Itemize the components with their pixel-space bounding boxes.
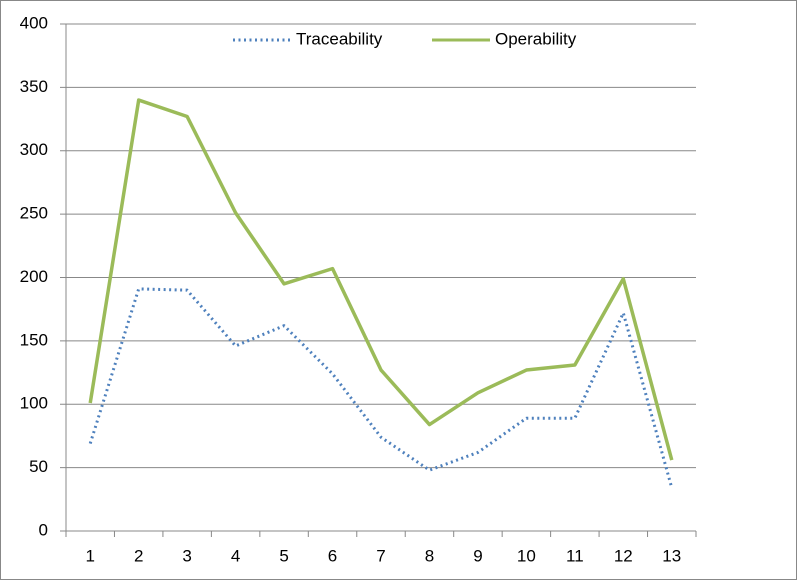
y-tick-label: 50 — [29, 457, 48, 476]
y-tick-label: 0 — [39, 520, 48, 539]
x-tick-label: 1 — [85, 546, 94, 565]
y-tick-label: 400 — [20, 13, 48, 32]
x-tick-label: 12 — [614, 546, 633, 565]
series-line — [88, 98, 674, 461]
x-tick-label: 3 — [182, 546, 191, 565]
x-tick-label: 13 — [662, 546, 681, 565]
series-line — [88, 287, 674, 489]
legend-label: Traceability — [296, 29, 383, 48]
y-tick-label: 250 — [20, 204, 48, 223]
x-tick-label: 2 — [134, 546, 143, 565]
x-tick-label: 8 — [425, 546, 434, 565]
y-tick-label: 100 — [20, 394, 48, 413]
x-tick-label: 7 — [376, 546, 385, 565]
x-tick-label: 5 — [279, 546, 288, 565]
y-tick-label: 300 — [20, 140, 48, 159]
x-tick-label: 6 — [328, 546, 337, 565]
legend-label: Operability — [495, 29, 577, 48]
x-tick-label: 4 — [231, 546, 240, 565]
y-tick-label: 150 — [20, 330, 48, 349]
x-tick-label: 10 — [517, 546, 536, 565]
x-tick-label: 9 — [473, 546, 482, 565]
x-tick-label: 11 — [566, 546, 584, 565]
y-tick-label: 200 — [20, 267, 48, 286]
y-tick-label: 350 — [20, 77, 48, 96]
